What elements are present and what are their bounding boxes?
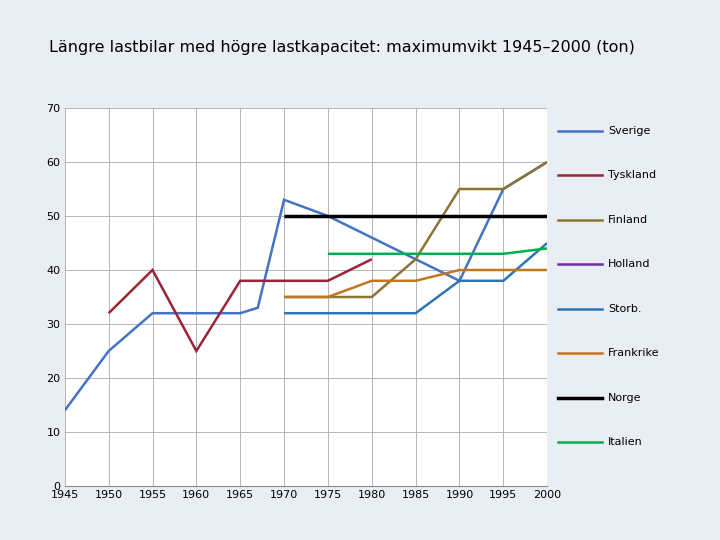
Text: Tyskland: Tyskland: [608, 170, 657, 180]
Text: Storb.: Storb.: [608, 303, 642, 314]
Text: Italien: Italien: [608, 437, 643, 447]
Text: Holland: Holland: [608, 259, 651, 269]
Text: Längre lastbilar med högre lastkapacitet: maximumvikt 1945–2000 (ton): Längre lastbilar med högre lastkapacitet…: [49, 40, 634, 55]
Text: Finland: Finland: [608, 214, 649, 225]
Text: Sverige: Sverige: [608, 126, 651, 136]
Text: Frankrike: Frankrike: [608, 348, 660, 358]
Text: Norge: Norge: [608, 393, 642, 402]
